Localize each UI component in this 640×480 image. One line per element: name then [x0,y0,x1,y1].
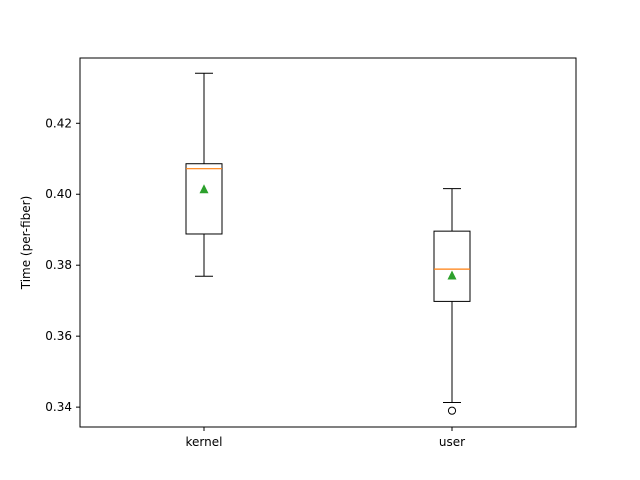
x-tick-label-kernel: kernel [186,435,223,449]
mean-marker [199,184,209,194]
mean-marker [447,270,457,280]
box-user [433,188,471,415]
y-tick-label: 0.36 [45,329,72,343]
y-axis-label: Time (per-fiber) [19,196,33,291]
box-series-group [185,72,471,415]
iqr-box [185,163,223,235]
x-tick-label-user: user [439,435,465,449]
box-kernel [185,72,223,277]
y-tick-label: 0.34 [45,400,72,414]
y-axis-ticks: 0.34 0.36 0.38 0.40 0.42 [45,116,80,414]
outlier-point [447,406,457,415]
plot-frame [79,57,577,428]
y-tick-label: 0.38 [45,258,72,272]
x-axis-ticks: kernel user [186,427,465,449]
y-tick-label: 0.40 [45,187,72,201]
iqr-box [433,230,471,302]
y-tick-label: 0.42 [45,116,72,130]
